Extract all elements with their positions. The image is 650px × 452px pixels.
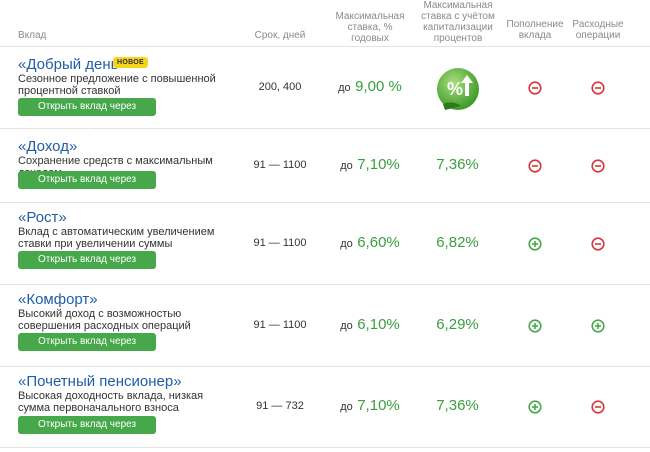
header-cap-rate-line-2: ставка с учётом — [421, 11, 495, 22]
open-deposit-online-button[interactable]: Открыть вклад через интернет — [18, 416, 156, 448]
max-rate-value: 7,10% — [357, 156, 400, 173]
header-term: Срок, дней — [254, 30, 306, 41]
open-deposit-online-button[interactable]: Открыть вклад через интернет — [18, 171, 156, 203]
header-cap-rate-line-3: капитализации — [423, 22, 493, 33]
plus-circle-icon — [591, 319, 605, 333]
max-rate: до 6,10% — [325, 316, 415, 334]
deposit-term: 91 — 732 — [256, 400, 304, 412]
deposit-title-link[interactable]: «Комфорт» — [18, 291, 98, 308]
deposit-description: Высокая доходность вклада, низкая сумма … — [18, 390, 204, 414]
open-deposit-online-button[interactable]: Открыть вклад через интернет — [18, 98, 156, 130]
capitalized-rate: 6,29% — [436, 316, 479, 333]
new-badge: НОВОЕ — [113, 57, 148, 68]
capitalized-rate: 7,36% — [436, 156, 479, 173]
capitalized-rate: 6,82% — [436, 234, 479, 251]
header-max-rate-line-2: ставка, % — [347, 22, 393, 33]
header-topup-line-2: вклада — [518, 30, 552, 41]
deposit-description: Сезонное предложение с повышенной процен… — [18, 73, 216, 97]
max-rate: до 7,10% — [325, 156, 415, 174]
header-spend-line-1: Расходные — [572, 19, 624, 30]
header-spend: Расходные операции — [566, 19, 630, 41]
max-rate-value: 9,00 % — [355, 78, 402, 95]
minus-circle-icon — [591, 159, 605, 173]
header-cap-rate-line-4: процентов — [433, 33, 483, 44]
deposit-row: «Доход» Сохранение средств с максимальным… — [0, 129, 650, 203]
header-spend-line-2: операции — [575, 30, 621, 41]
deposit-term: 200, 400 — [258, 81, 302, 93]
deposit-title-link[interactable]: «Рост» — [18, 209, 67, 226]
header-max-rate-line-3: годовых — [351, 33, 389, 44]
minus-circle-icon — [591, 237, 605, 251]
header-topup: Пополнение вклада — [503, 19, 567, 41]
table-header: Вклад Срок, дней Максимальная ставка, % … — [0, 0, 650, 47]
header-max-rate: Максимальная ставка, % годовых — [325, 11, 415, 44]
max-rate-prefix: до — [340, 238, 353, 250]
minus-circle-icon — [591, 400, 605, 414]
deposit-row: «Почетный пенсионер» Высокая доходность в… — [0, 367, 650, 448]
deposit-row: «Добрый день» НОВОЕ Сезонное предложение с… — [0, 47, 650, 130]
max-rate: до 7,10% — [325, 397, 415, 415]
header-max-rate-line-1: Максимальная — [335, 11, 405, 22]
capitalized-rate: 7,36% — [436, 397, 479, 414]
deposit-description: Вклад с автоматическим увеличением ставк… — [18, 226, 215, 250]
max-rate-value: 6,10% — [357, 316, 400, 333]
max-rate: до 6,60% — [325, 234, 415, 252]
header-topup-line-1: Пополнение — [506, 19, 564, 30]
plus-circle-icon — [528, 237, 542, 251]
deposit-title-link[interactable]: «Почетный пенсионер» — [18, 373, 182, 390]
deposit-row: «Комфорт» Высокий доход с возможностью со… — [0, 285, 650, 367]
deposit-title-link[interactable]: «Добрый день» — [18, 56, 127, 73]
header-deposit: Вклад — [18, 30, 47, 41]
max-rate: до 9,00 % — [325, 78, 415, 96]
header-cap-rate-line-1: Максимальная — [423, 0, 493, 11]
max-rate-value: 7,10% — [357, 397, 400, 414]
deposit-description: Высокий доход с возможностью совершения … — [18, 308, 191, 332]
deposit-row: «Рост» Вклад с автоматическим увеличением… — [0, 203, 650, 285]
max-rate-prefix: до — [340, 160, 353, 172]
max-rate-value: 6,60% — [357, 234, 400, 251]
deposit-title-link[interactable]: «Доход» — [18, 138, 78, 155]
deposit-term: 91 — 1100 — [253, 319, 307, 331]
open-deposit-online-button[interactable]: Открыть вклад через интернет — [18, 251, 156, 283]
plus-circle-icon — [528, 400, 542, 414]
minus-circle-icon — [591, 81, 605, 95]
svg-text:%: % — [447, 79, 463, 99]
minus-circle-icon — [528, 159, 542, 173]
open-deposit-online-button[interactable]: Открыть вклад через интернет — [18, 333, 156, 365]
deposit-term: 91 — 1100 — [253, 159, 307, 171]
minus-circle-icon — [528, 81, 542, 95]
max-rate-prefix: до — [338, 82, 351, 94]
plus-circle-icon — [528, 319, 542, 333]
header-cap-rate: Максимальная ставка с учётом капитализац… — [412, 0, 504, 44]
percent-arrow-up-icon: % — [435, 66, 481, 112]
max-rate-prefix: до — [340, 401, 353, 413]
deposit-term: 91 — 1100 — [253, 237, 307, 249]
max-rate-prefix: до — [340, 320, 353, 332]
